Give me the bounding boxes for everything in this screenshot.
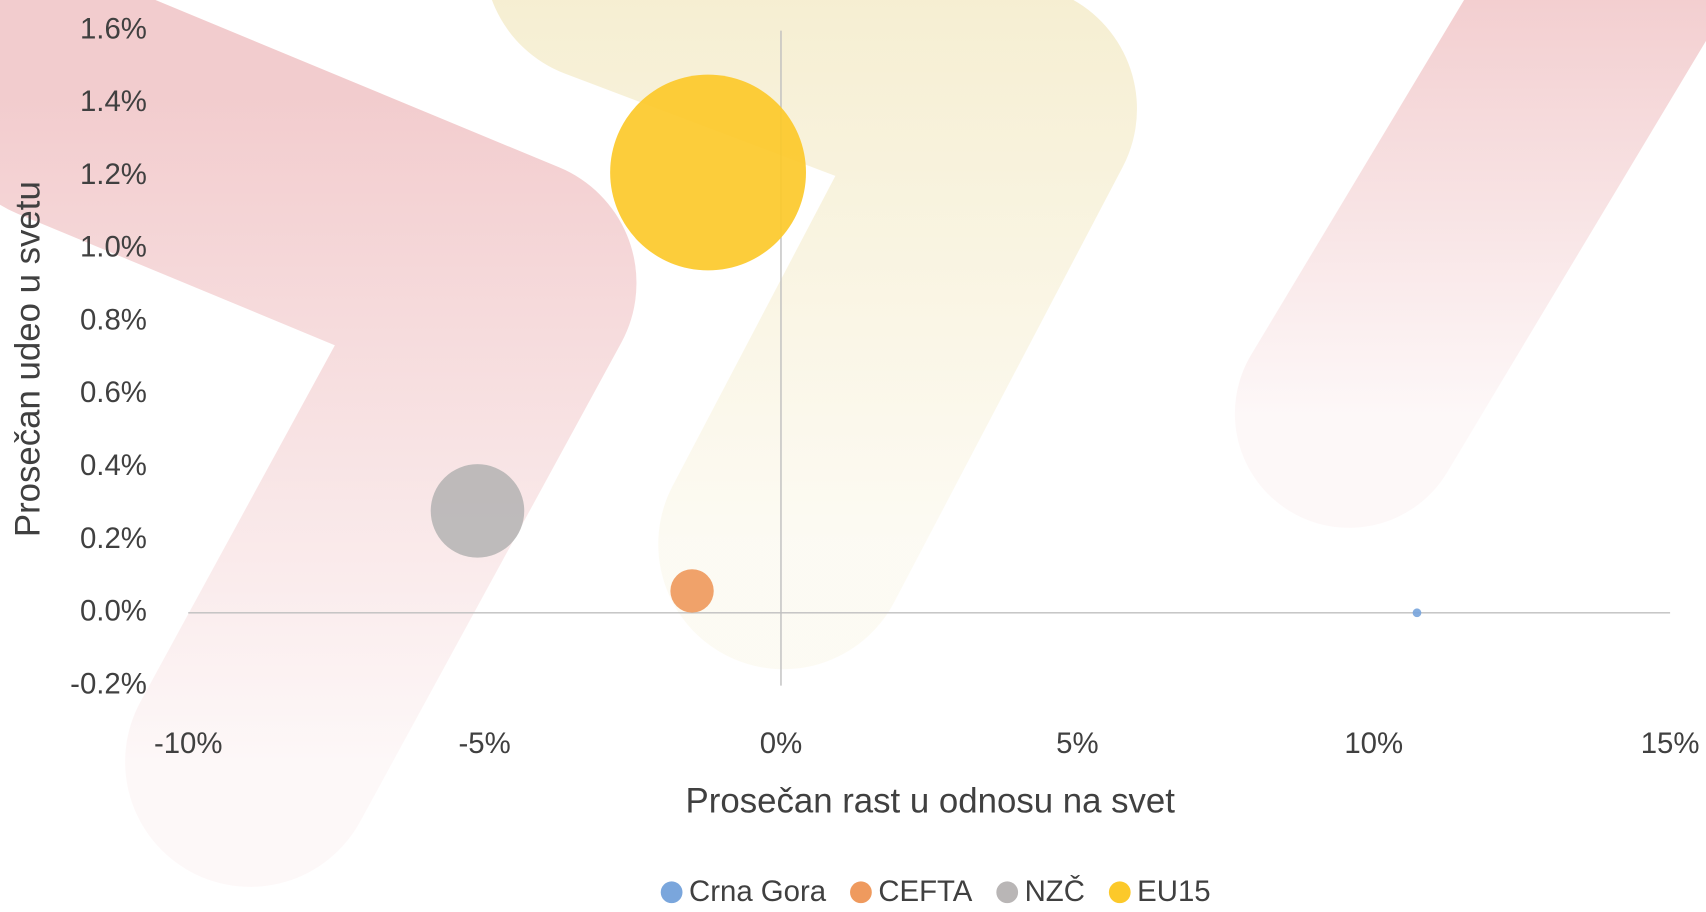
x-axis-title: Prosečan rast u odnosu na svet bbox=[686, 781, 1176, 820]
bubble bbox=[670, 569, 713, 612]
page: {"chart_data": {"type": "bubble", "x_lab… bbox=[0, 0, 1706, 912]
y-tick-label: 0.8% bbox=[80, 303, 147, 336]
x-tick-label: 10% bbox=[1344, 727, 1403, 760]
bubble bbox=[610, 75, 806, 271]
legend-label: Crna Gora bbox=[689, 875, 827, 908]
y-tick-label: 0.2% bbox=[80, 522, 147, 555]
x-tick-label: 15% bbox=[1641, 727, 1700, 760]
background-decoration bbox=[65, 0, 1610, 762]
legend-marker bbox=[996, 881, 1018, 903]
legend-label: CEFTA bbox=[878, 875, 972, 908]
y-tick-label: 0.0% bbox=[80, 595, 147, 628]
y-tick-label: 0.4% bbox=[80, 449, 147, 482]
y-tick-label: 1.4% bbox=[80, 85, 147, 118]
y-axis-title: Prosečan udeo u svetu bbox=[9, 181, 48, 537]
x-tick-label: -10% bbox=[154, 727, 223, 760]
legend-marker bbox=[1109, 881, 1131, 903]
y-tick-label: 1.2% bbox=[80, 158, 147, 191]
bubble bbox=[431, 464, 525, 558]
legend-label: NZČ bbox=[1025, 874, 1085, 908]
legend-marker bbox=[850, 881, 872, 903]
y-tick-label: 1.6% bbox=[80, 12, 147, 45]
y-tick-label: 0.6% bbox=[80, 376, 147, 409]
bubble bbox=[1413, 608, 1422, 617]
legend-marker bbox=[661, 881, 683, 903]
x-tick-label: -5% bbox=[458, 727, 510, 760]
x-tick-label: 0% bbox=[760, 727, 802, 760]
y-tick-label: 1.0% bbox=[80, 231, 147, 264]
y-tick-label: -0.2% bbox=[70, 667, 147, 700]
x-tick-label: 5% bbox=[1056, 727, 1098, 760]
chart: Prosečan rast u odnosu na svet Prosečan … bbox=[0, 0, 1706, 912]
legend-label: EU15 bbox=[1137, 875, 1210, 908]
